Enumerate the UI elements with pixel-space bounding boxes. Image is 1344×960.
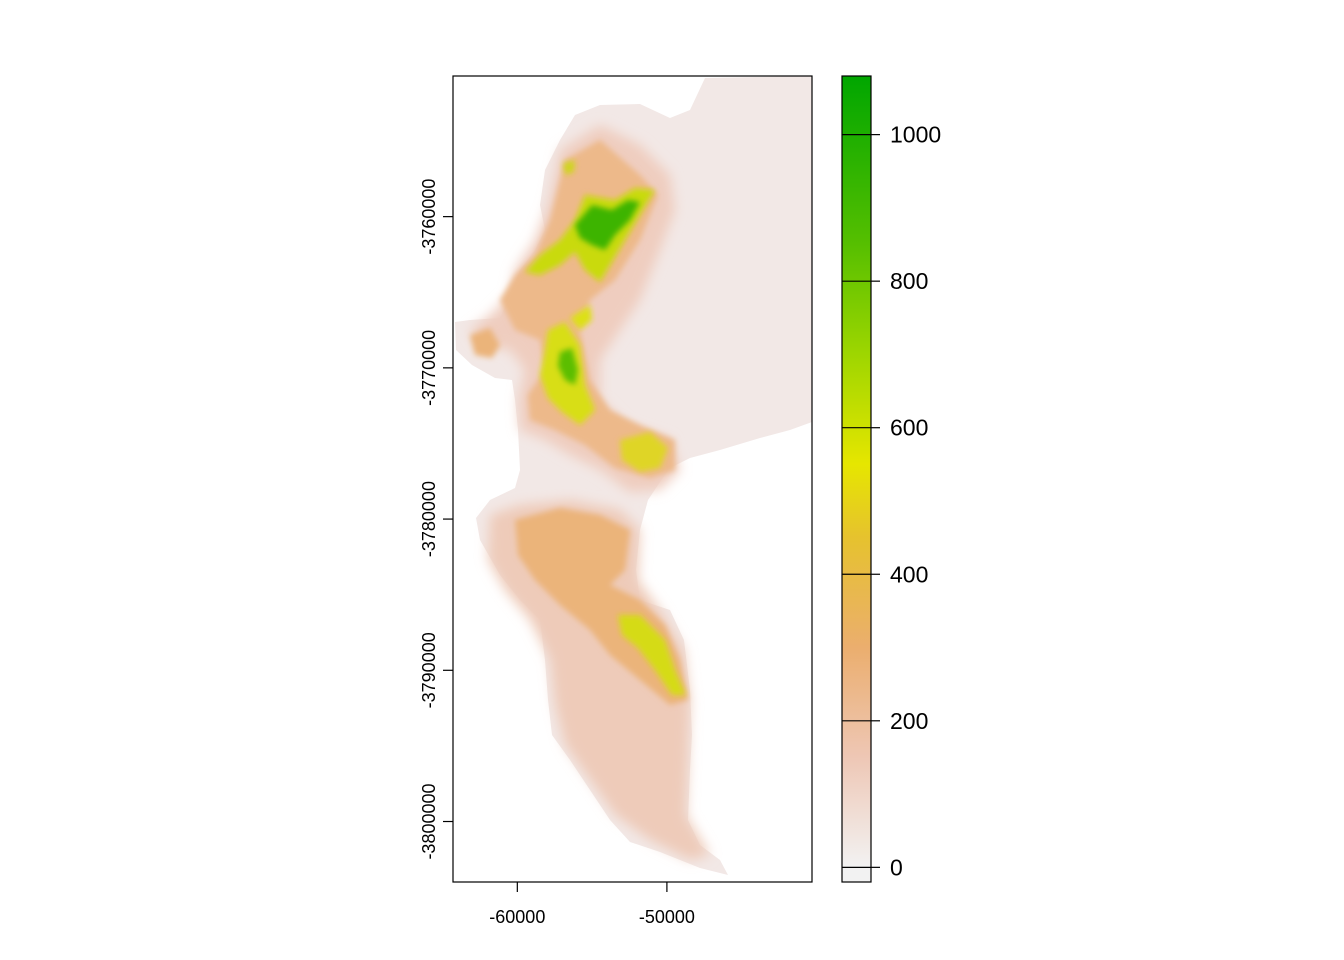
x-axis: -60000 -50000 xyxy=(489,882,695,927)
x-tick-label: -60000 xyxy=(489,907,545,927)
plot-frame xyxy=(452,75,813,883)
y-tick-label: -3760000 xyxy=(419,179,439,255)
high-elevation-ridge-small xyxy=(570,305,592,330)
legend-tick-label: 600 xyxy=(890,415,928,441)
legend-tick-label: 400 xyxy=(890,561,928,587)
legend-tick-label: 200 xyxy=(890,708,928,734)
y-tick-label: -3800000 xyxy=(419,783,439,859)
high-elevation-south-ridge xyxy=(618,615,686,695)
raster-layer xyxy=(455,76,812,875)
peak-table-mountain xyxy=(575,200,640,250)
x-tick-label: -50000 xyxy=(639,907,695,927)
legend-ticks: 0 200 400 600 800 1000 xyxy=(842,122,941,880)
legend-tick-label: 1000 xyxy=(890,122,941,148)
slope-band-south xyxy=(488,500,710,860)
high-elevation-north-peak xyxy=(563,160,575,175)
peak-ridge xyxy=(558,348,578,385)
legend-gradient-bar xyxy=(841,75,872,883)
y-tick-label: -3790000 xyxy=(419,632,439,708)
legend-tick-label: 0 xyxy=(890,854,903,880)
legend-tick-label: 800 xyxy=(890,268,928,294)
y-tick-label: -3770000 xyxy=(419,330,439,406)
high-elevation-east-spur xyxy=(620,432,668,472)
mid-elevation-west-knob xyxy=(470,328,500,358)
y-tick-label: -3780000 xyxy=(419,481,439,557)
legend-colorbar: 0 200 400 600 800 1000 xyxy=(841,75,941,883)
y-axis: -3760000 -3770000 -3780000 -3790000 -3800000 xyxy=(419,179,453,860)
